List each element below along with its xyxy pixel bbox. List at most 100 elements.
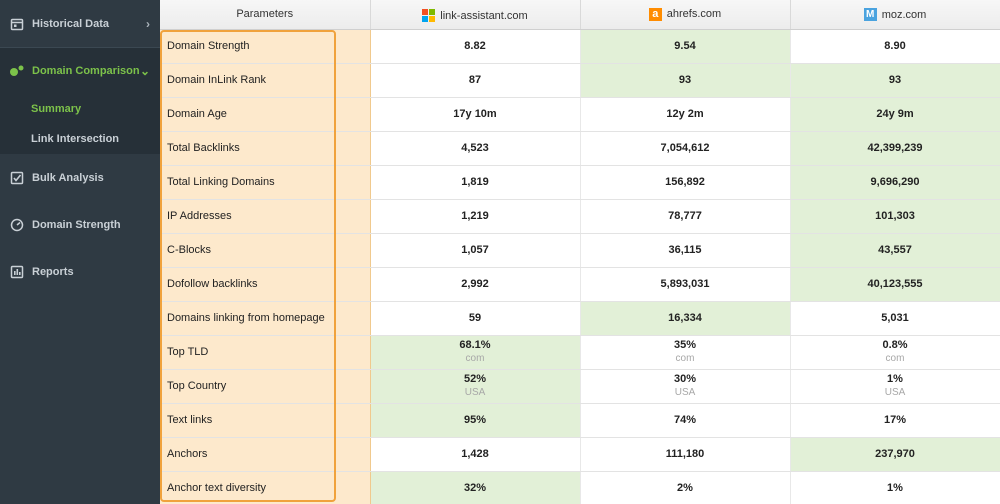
value-cell: 0.8% com [790,335,1000,370]
sidebar: Historical Data › Domain Comparison ⌄ Su… [0,0,160,504]
value-cell: 2% [580,471,791,504]
value-cell: 1,428 [370,437,581,472]
value-cell: 35% com [580,335,791,370]
table-header-row: Parameters link-assistant.com a ahrefs.c… [160,0,1000,30]
value-cell: 8.90 [790,29,1000,64]
sidebar-item-label: Historical Data [32,17,110,30]
param-cell: Total Backlinks [160,131,371,166]
value-cell: 17y 10m [370,97,581,132]
param-cell: Top TLD [160,335,371,370]
value-cell: 7,054,612 [580,131,791,166]
table-row: Domain Age 17y 10m 12y 2m 24y 9m [160,97,1000,132]
table-row: Domain Strength 8.82 9.54 8.90 [160,29,1000,64]
sidebar-item-domain-strength[interactable]: Domain Strength [0,201,160,248]
value-cell: 111,180 [580,437,791,472]
sidebar-item-label: Link Intersection [31,133,120,145]
comparison-table-container: Parameters link-assistant.com a ahrefs.c… [160,0,1000,504]
table-row: IP Addresses 1,219 78,777 101,303 [160,199,1000,234]
column-header-link-assistant[interactable]: link-assistant.com [370,0,581,30]
column-header-ahrefs[interactable]: a ahrefs.com [580,0,791,30]
param-cell: Domain Age [160,97,371,132]
value-cell: 4,523 [370,131,581,166]
sidebar-item-label: Reports [32,265,74,278]
table-row: Top TLD 68.1% com 35% com 0.8% com [160,335,1000,370]
sidebar-subitem-summary[interactable]: Summary [0,94,160,124]
sidebar-item-label: Bulk Analysis [32,171,104,184]
sidebar-item-label: Summary [31,103,82,115]
param-cell: C-Blocks [160,233,371,268]
param-cell: Domain Strength [160,29,371,64]
value-cell: 17% [790,403,1000,438]
sidebar-item-label: Domain Strength [32,218,121,231]
value-cell: 74% [580,403,791,438]
value-cell: 237,970 [790,437,1000,472]
param-cell: IP Addresses [160,199,371,234]
value-cell: 93 [580,63,791,98]
value-cell: 32% [370,471,581,504]
value-cell: 59 [370,301,581,336]
table-row: Text links 95% 74% 17% [160,403,1000,438]
checklist-icon [9,170,25,186]
param-cell: Anchors [160,437,371,472]
sidebar-item-reports[interactable]: Reports [0,248,160,295]
value-cell: 24y 9m [790,97,1000,132]
param-cell: Text links [160,403,371,438]
value-cell: 93 [790,63,1000,98]
table-row: Total Backlinks 4,523 7,054,612 42,399,2… [160,131,1000,166]
value-cell: 52% USA [370,369,581,404]
value-cell: 36,115 [580,233,791,268]
value-cell: 1,219 [370,199,581,234]
table-row: Dofollow backlinks 2,992 5,893,031 40,12… [160,267,1000,302]
table-row: Total Linking Domains 1,819 156,892 9,69… [160,165,1000,200]
value-cell: 12y 2m [580,97,791,132]
table-row: Domain InLink Rank 87 93 93 [160,63,1000,98]
value-cell: 1,819 [370,165,581,200]
sidebar-item-historical-data[interactable]: Historical Data › [0,0,160,47]
value-cell: 1% USA [790,369,1000,404]
report-icon [9,264,25,280]
value-cell: 16,334 [580,301,791,336]
value-cell: 78,777 [580,199,791,234]
gauge-icon [9,217,25,233]
sidebar-item-domain-comparison[interactable]: Domain Comparison ⌄ [0,47,160,94]
table-row: Top Country 52% USA 30% USA 1% USA [160,369,1000,404]
value-cell: 68.1% com [370,335,581,370]
param-cell: Top Country [160,369,371,404]
value-cell: 2,992 [370,267,581,302]
param-cell: Total Linking Domains [160,165,371,200]
value-cell: 30% USA [580,369,791,404]
value-cell: 9,696,290 [790,165,1000,200]
moz-logo-icon: M [863,8,877,21]
dots-icon [9,63,25,79]
value-cell: 9.54 [580,29,791,64]
table-row: Anchor text diversity 32% 2% 1% [160,471,1000,504]
value-cell: 156,892 [580,165,791,200]
value-cell: 42,399,239 [790,131,1000,166]
value-cell: 8.82 [370,29,581,64]
value-cell: 95% [370,403,581,438]
sidebar-item-bulk-analysis[interactable]: Bulk Analysis [0,154,160,201]
param-cell: Dofollow backlinks [160,267,371,302]
value-cell: 43,557 [790,233,1000,268]
value-cell: 5,031 [790,301,1000,336]
calendar-icon [9,16,25,32]
param-cell: Domains linking from homepage [160,301,371,336]
sidebar-subitem-link-intersection[interactable]: Link Intersection [0,124,160,154]
value-cell: 1,057 [370,233,581,268]
ahrefs-logo-icon: a [648,7,662,21]
chevron-down-icon: ⌄ [139,64,150,78]
sidebar-item-label: Domain Comparison [32,65,140,77]
table-row: Domains linking from homepage 59 16,334 … [160,301,1000,336]
link-assistant-logo-icon [422,9,436,23]
value-cell: 87 [370,63,581,98]
column-header-moz[interactable]: M moz.com [790,0,1000,30]
param-cell: Domain InLink Rank [160,63,371,98]
value-cell: 101,303 [790,199,1000,234]
chevron-right-icon: › [146,16,150,31]
table-row: Anchors 1,428 111,180 237,970 [160,437,1000,472]
param-cell: Anchor text diversity [160,471,371,504]
column-header-parameters[interactable]: Parameters [160,0,371,30]
table-row: C-Blocks 1,057 36,115 43,557 [160,233,1000,268]
value-cell: 5,893,031 [580,267,791,302]
comparison-table: Parameters link-assistant.com a ahrefs.c… [160,0,1000,504]
